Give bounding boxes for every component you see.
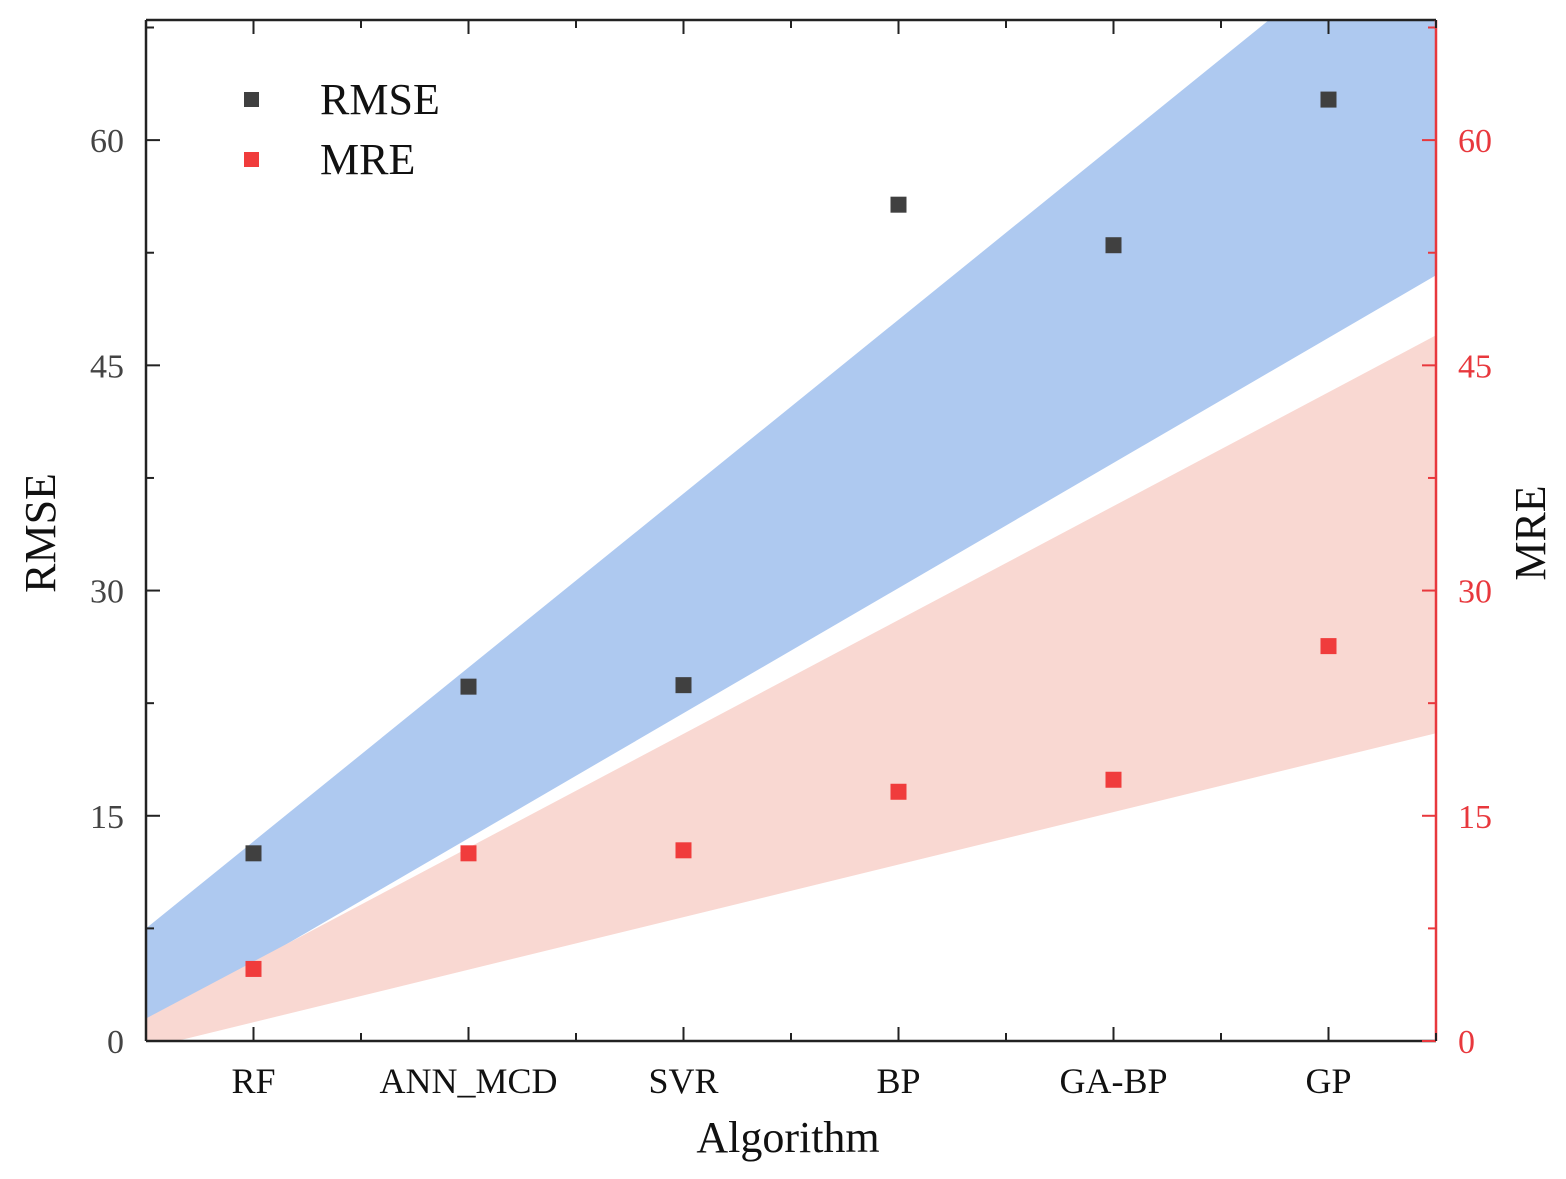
y-left-tick-label: 30 [90,574,124,611]
y-right-tick-label: 45 [1458,348,1492,385]
legend-marker-rmse [244,92,259,107]
y-left-tick-label: 45 [90,348,124,385]
left-axis: 0 15 30 45 60 [90,26,1436,1061]
point-rmse-ann_mcd [460,678,477,695]
band-mre [146,335,1436,1041]
point-mre-gp [1320,638,1337,655]
legend-label-mre: MRE [320,135,415,184]
point-mre-ga-bp [1105,771,1122,788]
point-mre-ann_mcd [460,845,477,862]
x-tick-label: BP [876,1061,920,1101]
y-right-tick-label: 15 [1458,799,1492,836]
point-rmse-rf [245,845,262,862]
right-axis: 0 15 30 45 60 [1458,123,1492,1061]
x-tick-label: GA-BP [1059,1061,1167,1101]
point-mre-bp [890,783,907,800]
point-rmse-bp [890,196,907,213]
point-rmse-svr [675,677,692,694]
legend: RMSE MRE [244,75,440,184]
legend-marker-mre [244,152,259,167]
y-axis-right-label: MRE [1506,485,1555,580]
point-rmse-ga-bp [1105,237,1122,254]
band-rmse [146,20,1436,1026]
legend-label-rmse: RMSE [320,75,440,124]
x-axis: RF ANN_MCD SVR BP GA-BP GP [145,20,1437,1101]
point-mre-svr [675,842,692,859]
y-right-tick-label: 30 [1458,574,1492,611]
y-left-tick-label: 60 [90,123,124,160]
point-rmse-gp [1320,91,1337,108]
y-left-tick-label: 0 [107,1024,124,1061]
x-tick-label: GP [1305,1061,1351,1101]
y-right-tick-label: 60 [1458,123,1492,160]
x-tick-label: ANN_MCD [379,1061,557,1101]
data-points [245,91,1337,977]
x-tick-label: SVR [648,1061,718,1101]
y-left-tick-label: 15 [90,799,124,836]
confidence-bands [146,20,1436,1041]
y-right-tick-label: 0 [1458,1024,1475,1061]
x-tick-label: RF [231,1061,275,1101]
point-mre-rf [245,960,262,977]
x-axis-label: Algorithm [696,1113,879,1162]
y-axis-left-label: RMSE [16,473,65,593]
